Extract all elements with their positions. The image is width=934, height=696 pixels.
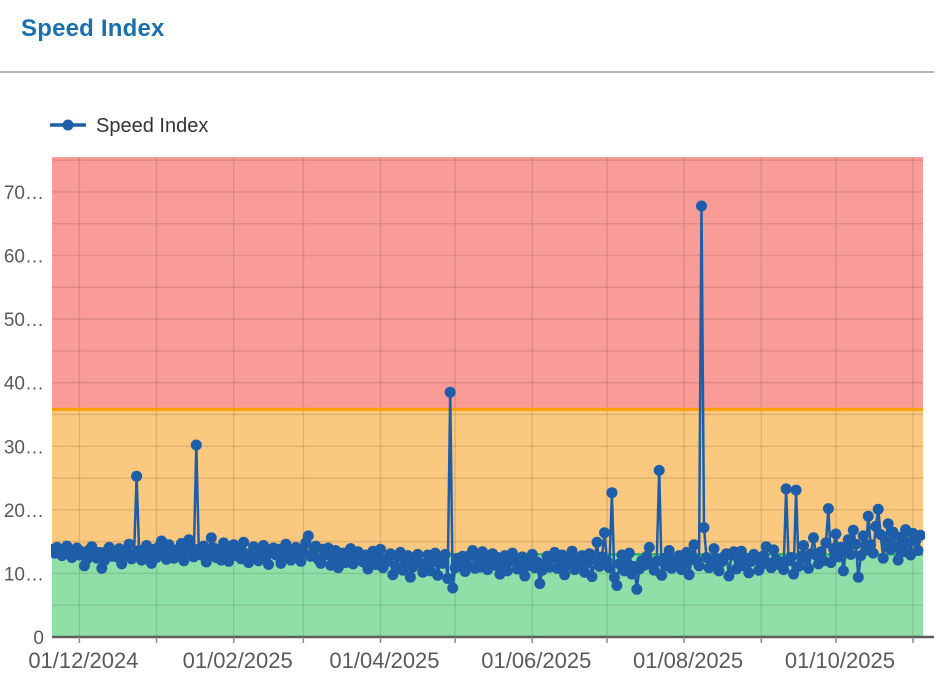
svg-text:40…: 40…: [4, 374, 44, 395]
legend-dot-marker: [62, 119, 74, 131]
svg-text:30…: 30…: [4, 437, 44, 458]
legend-item-speed-index[interactable]: Speed Index: [50, 115, 208, 137]
svg-text:01/12/2024: 01/12/2024: [28, 648, 138, 673]
svg-text:01/06/2025: 01/06/2025: [481, 648, 591, 673]
svg-text:01/08/2025: 01/08/2025: [633, 648, 743, 673]
data-series[interactable]: [47, 200, 927, 595]
svg-text:01/10/2025: 01/10/2025: [785, 648, 895, 673]
svg-text:60…: 60…: [4, 247, 44, 268]
legend-label: Speed Index: [96, 115, 208, 137]
svg-text:70…: 70…: [4, 183, 44, 204]
svg-text:01/04/2025: 01/04/2025: [329, 648, 439, 673]
svg-text:50…: 50…: [4, 310, 44, 331]
speed-index-chart[interactable]: 0 10… 20… 30… 40… 50… 60… 70… 01/12/2024 01/02/20…: [0, 73, 934, 691]
panel-header: Speed Index: [0, 0, 934, 73]
page-title: Speed Index: [21, 15, 165, 42]
svg-text:10…: 10…: [4, 564, 44, 585]
svg-text:20…: 20…: [4, 501, 44, 522]
gridlines: [52, 157, 923, 637]
axis-labels: 0 10… 20… 30… 40… 50… 60… 70… 01/12/2024 01/02/20…: [4, 183, 895, 673]
svg-text:01/02/2025: 01/02/2025: [183, 648, 293, 673]
chart-canvas[interactable]: 0 10… 20… 30… 40… 50… 60… 70… 01/12/2024 01/02/20…: [0, 73, 934, 691]
svg-text:0: 0: [33, 628, 44, 649]
axes: [52, 635, 934, 643]
